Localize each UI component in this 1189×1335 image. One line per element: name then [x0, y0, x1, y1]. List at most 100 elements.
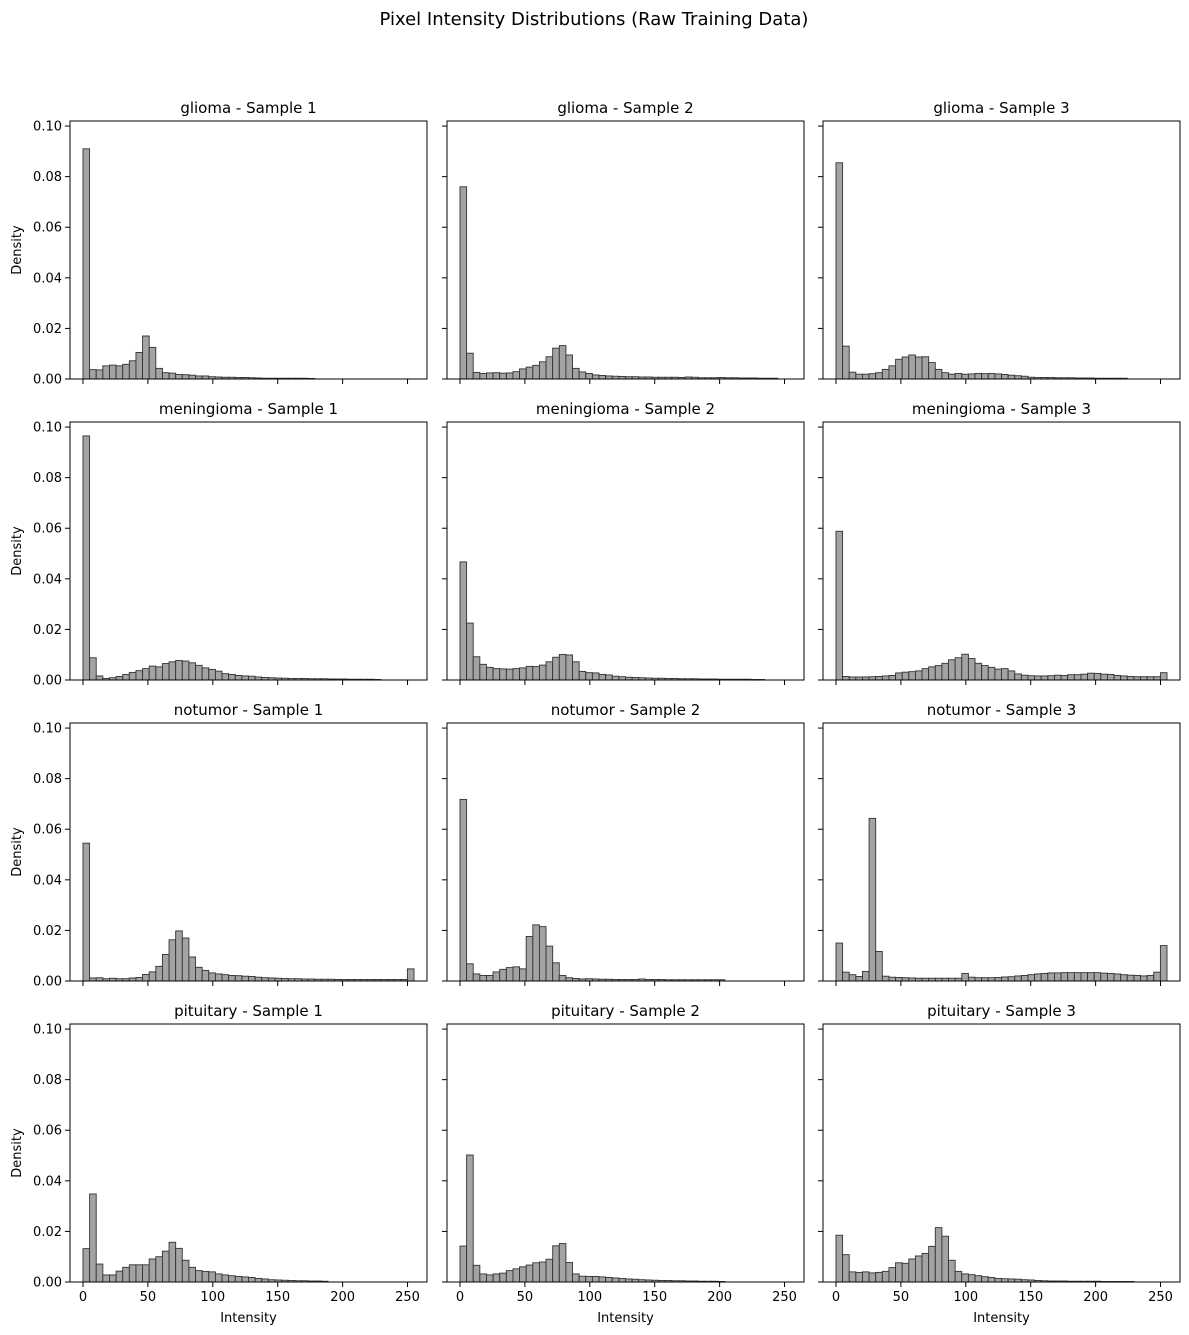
y-tick-label: 0.08 [33, 471, 62, 486]
subplot-panel: 0 50 100 150 200 250 pituitary - Sample 2 Inten… [442, 1002, 805, 1326]
histogram-bar [505, 967, 514, 982]
histogram-bar [499, 372, 507, 380]
plot-frame [822, 1023, 1181, 1283]
plot-frame [446, 421, 805, 681]
plot-frame [446, 120, 805, 380]
histogram-bar [142, 335, 150, 380]
histogram-bar [472, 656, 481, 681]
subplot-title: meningioma - Sample 1 [159, 400, 338, 418]
histogram-bar [89, 1193, 97, 1283]
histogram-bar [967, 658, 976, 681]
histogram-bar [459, 186, 468, 380]
histogram-bar [987, 372, 996, 380]
histogram-bar [109, 364, 117, 380]
x-tick-label: 100 [577, 1290, 602, 1305]
histogram-bar [122, 1266, 130, 1283]
histogram-bar [591, 374, 600, 380]
histogram-bar [492, 971, 501, 982]
histogram-bar [948, 659, 956, 681]
histogram-bar [148, 346, 157, 380]
histogram-bar [994, 373, 1002, 380]
plot-frame [69, 120, 428, 380]
histogram-bar [881, 675, 890, 681]
histogram-bar [102, 365, 110, 380]
histogram-bar [967, 976, 976, 982]
y-tick-label: 0.00 [33, 674, 62, 689]
histogram-bar [934, 665, 943, 681]
histogram-bar [901, 356, 910, 380]
histogram-bar [214, 973, 223, 982]
histogram-bar [155, 965, 163, 982]
histogram-bar [987, 666, 996, 681]
histogram-bar [161, 372, 170, 380]
histogram-bar [148, 971, 157, 982]
histogram-bar [1027, 675, 1036, 681]
histogram-bar [1034, 973, 1042, 982]
histogram-bar [1054, 972, 1062, 982]
plot-frame [446, 1023, 805, 1283]
histogram-bar [565, 1262, 573, 1283]
histogram-bar [532, 924, 540, 982]
y-axis-label: Density [10, 225, 25, 275]
subplot-title: glioma - Sample 2 [557, 99, 693, 117]
histogram-bar [914, 356, 923, 380]
histogram-bar [558, 1243, 567, 1283]
histogram-bar [512, 371, 521, 380]
histogram-bar [961, 373, 969, 380]
plot-frame [822, 722, 1181, 982]
histogram-bar [1001, 668, 1009, 681]
histogram-bar [954, 657, 963, 681]
histogram-bar [598, 673, 607, 681]
histogram-bar [1054, 674, 1062, 681]
histogram-bar [862, 1271, 870, 1283]
histogram-bar [95, 675, 104, 681]
histogram-bar [545, 356, 554, 380]
histogram-bar [1126, 676, 1135, 681]
histogram-bar [585, 372, 593, 380]
histogram-bar [1034, 675, 1042, 681]
histogram-bar [855, 373, 863, 380]
subplot-panel: notumor - Sample 3 [818, 701, 1181, 986]
histogram-bar [565, 354, 573, 380]
histogram-bar [479, 663, 487, 681]
histogram-bar [1093, 672, 1102, 681]
histogram-bar [1040, 675, 1049, 681]
histogram-bar [888, 675, 897, 681]
histogram-bar [1087, 672, 1095, 681]
subplot-panel: 0.00 0.02 0.04 0.06 0.08 0.10 notumor - Sample… [10, 701, 428, 990]
histogram-bar [148, 1258, 157, 1283]
histogram-bar [1153, 971, 1161, 982]
histogram-bar [862, 970, 870, 982]
histogram-bar [538, 361, 547, 380]
histogram-bar [888, 1267, 897, 1283]
subplot-grid: 0.00 0.02 0.04 0.06 0.08 0.10 glioma - Sample … [10, 99, 1181, 1326]
y-axis-label: Density [10, 827, 25, 877]
histogram-bar [122, 673, 130, 681]
subplot-panel: 0 50 100 150 200 250 pituitary - Sample 3 Inten… [818, 1002, 1181, 1326]
histogram-bar [901, 671, 910, 681]
histogram-bar [1113, 973, 1122, 982]
histogram-bar [842, 971, 850, 982]
subplot-panel: 0 50 100 150 200 250 0.00 0.02 0.04 0.06 0.08 0.10 p… [10, 1002, 428, 1326]
histogram-bar [1067, 674, 1075, 681]
histogram-bar [115, 1270, 124, 1283]
histogram-bar [875, 676, 883, 681]
histogram-bar [974, 1275, 983, 1283]
histogram-bar [241, 1276, 249, 1283]
histogram-bar [842, 1254, 850, 1283]
histogram-bar [1073, 972, 1082, 982]
histogram-bar [155, 1256, 163, 1283]
histogram-bar [591, 1275, 600, 1283]
histogram-bar [1014, 673, 1022, 681]
histogram-bar [135, 670, 144, 681]
histogram-bar [928, 362, 936, 380]
histogram-bar [1106, 972, 1115, 982]
subplot-title: glioma - Sample 1 [180, 99, 316, 117]
histogram-bar [578, 670, 587, 681]
histogram-bar [948, 373, 956, 380]
histogram-bar [558, 974, 567, 982]
histogram-bar [519, 968, 527, 982]
histogram-bar [512, 1268, 521, 1283]
histogram-bar [835, 162, 844, 380]
histogram-bar [82, 148, 91, 380]
